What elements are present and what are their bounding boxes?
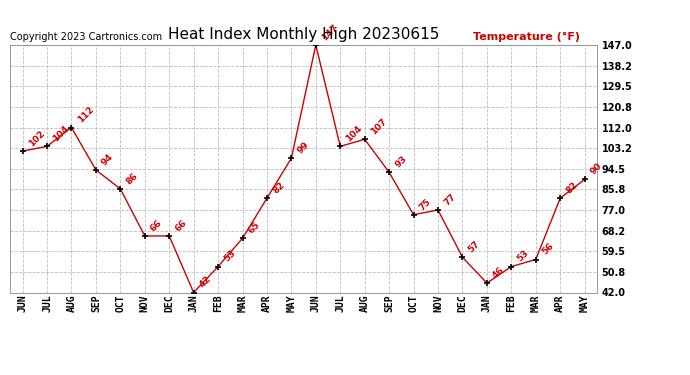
Text: 90: 90: [589, 161, 604, 177]
Text: 93: 93: [393, 154, 408, 170]
Text: 82: 82: [271, 180, 286, 195]
Text: 104: 104: [344, 124, 364, 144]
Text: 94: 94: [100, 152, 115, 167]
Text: Temperature (°F): Temperature (°F): [473, 32, 580, 42]
Text: 56: 56: [540, 242, 555, 257]
Text: 102: 102: [27, 129, 46, 148]
Text: 86: 86: [124, 171, 139, 186]
Text: 82: 82: [564, 180, 580, 195]
Text: 57: 57: [466, 239, 482, 254]
Text: 46: 46: [491, 265, 506, 280]
Text: 53: 53: [222, 249, 237, 264]
Title: Heat Index Monthly High 20230615: Heat Index Monthly High 20230615: [168, 27, 440, 42]
Text: 104: 104: [51, 124, 71, 144]
Text: 107: 107: [369, 117, 388, 136]
Text: 53: 53: [515, 249, 531, 264]
Text: 66: 66: [149, 218, 164, 233]
Text: 112: 112: [76, 105, 95, 125]
Text: 66: 66: [173, 218, 188, 233]
Text: 75: 75: [417, 196, 433, 212]
Text: 77: 77: [442, 192, 457, 207]
Text: 65: 65: [246, 220, 262, 236]
Text: Copyright 2023 Cartronics.com: Copyright 2023 Cartronics.com: [10, 32, 162, 42]
Text: 147: 147: [320, 22, 339, 42]
Text: 42: 42: [198, 274, 213, 290]
Text: 99: 99: [295, 140, 311, 155]
